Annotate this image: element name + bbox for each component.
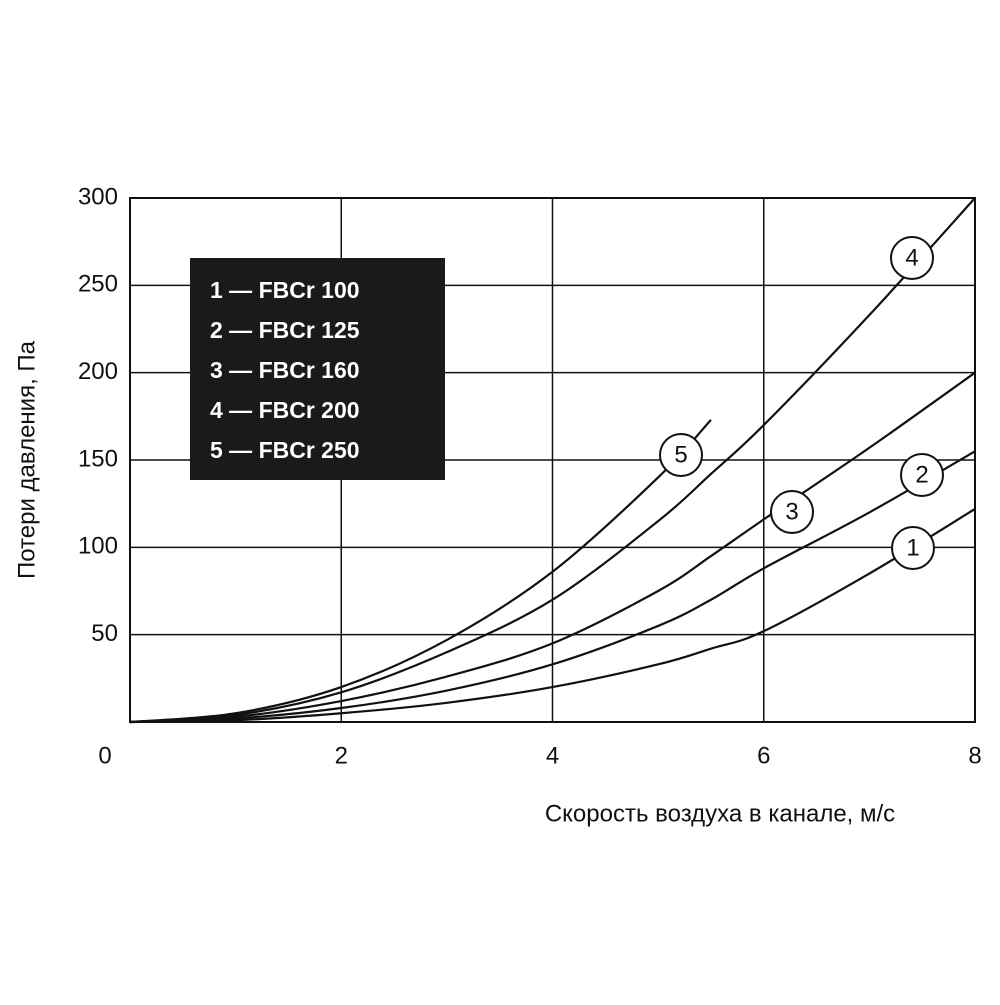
series-line: [129, 371, 976, 724]
legend-entry: 2 — FBCr 125: [210, 317, 360, 343]
x-tick-label: 2: [335, 742, 348, 769]
series-marker-circle: [770, 490, 814, 534]
y-tick-label: 200: [78, 358, 118, 385]
legend-entry: 4 — FBCr 200: [210, 397, 360, 423]
series-marker-circle: [890, 236, 934, 280]
series-marker-label: 2: [915, 461, 928, 488]
series-marker-label: 1: [906, 534, 919, 561]
series-marker-circle: [900, 453, 944, 497]
x-tick-label: 0: [98, 742, 111, 769]
series-marker-circle: [659, 433, 703, 477]
series-line: [129, 450, 976, 724]
x-tick-label: 4: [546, 742, 559, 769]
legend-box: [190, 258, 445, 480]
x-tick-label: 6: [757, 742, 770, 769]
series-marker-label: 5: [674, 441, 687, 468]
series-marker-label: 3: [785, 498, 798, 525]
legend-entry: 3 — FBCr 160: [210, 357, 360, 383]
y-tick-label: 100: [78, 533, 118, 560]
series-marker-label: 4: [905, 244, 918, 271]
series-line: [129, 507, 976, 724]
y-tick-label: 250: [78, 271, 118, 298]
series-line: [129, 419, 712, 724]
x-axis-label: Скорость воздуха в канале, м/с: [545, 800, 895, 827]
x-tick-label: 8: [968, 742, 981, 769]
y-tick-label: 50: [91, 620, 118, 647]
series-marker-circle: [891, 526, 935, 570]
series-line: [129, 197, 976, 724]
legend-entry: 1 — FBCr 100: [210, 277, 360, 303]
legend-entry: 5 — FBCr 250: [210, 437, 360, 463]
y-axis-label: Потери давления, Па: [13, 340, 40, 579]
y-tick-label: 150: [78, 445, 118, 472]
y-tick-label: 300: [78, 183, 118, 210]
